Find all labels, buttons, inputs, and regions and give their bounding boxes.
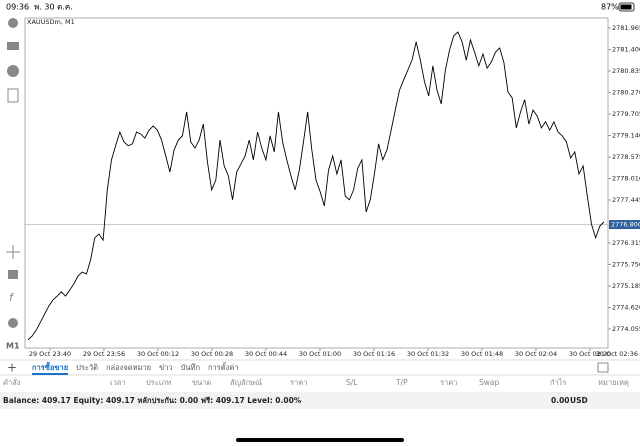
- x-tick-label: 30 Oct 01:48: [461, 350, 503, 358]
- x-tick-label: 30 Oct 02:04: [515, 350, 557, 358]
- column-header: ประเภท: [146, 378, 171, 387]
- new-order-icon[interactable]: [7, 88, 19, 103]
- battery-level: [620, 4, 632, 10]
- y-tick-label: 2774.620: [612, 303, 640, 311]
- function-icon[interactable]: f: [9, 291, 15, 304]
- current-price-box: [609, 220, 640, 230]
- x-tick-label: 30 Oct 00:12: [137, 350, 179, 358]
- tab[interactable]: บันทึก: [181, 363, 200, 372]
- column-header: ราคา: [290, 378, 307, 387]
- y-tick-label: 2778.575: [612, 153, 640, 161]
- tab[interactable]: ข่าว: [159, 363, 173, 372]
- x-tick-label: 30 Oct 01:00: [299, 350, 341, 358]
- status-time: 09:36: [6, 3, 29, 12]
- column-header: ขนาด: [192, 378, 211, 387]
- y-tick-label: 2780.270: [612, 89, 640, 97]
- trade-icon[interactable]: [7, 42, 19, 50]
- y-tick-label: 2781.965: [612, 24, 640, 32]
- plot-frame: [24, 17, 609, 349]
- x-tick-label: 30 Oct 02:20: [569, 350, 611, 358]
- balance-summary: Balance: 409.17 Equity: 409.17 หลักประกั…: [3, 396, 302, 405]
- account-icon[interactable]: [8, 18, 18, 28]
- column-header: ราคา: [440, 378, 457, 387]
- x-tick-label: 30 Oct 01:32: [407, 350, 449, 358]
- timeframe[interactable]: M1: [6, 342, 20, 351]
- price-line: [27, 31, 605, 341]
- y-tick-label: 2774.055: [612, 325, 640, 333]
- column-header: Swap: [479, 378, 499, 387]
- chat-icon[interactable]: [7, 65, 19, 77]
- column-header: คำสั่ง: [3, 377, 21, 387]
- indicator-icon[interactable]: [8, 270, 18, 279]
- x-tick-label: 30 Oct 00:28: [191, 350, 233, 358]
- y-tick-label: 2775.185: [612, 282, 640, 290]
- y-tick-label: 2775.750: [612, 260, 640, 268]
- x-tick-label: 30 Oct 00:44: [245, 350, 287, 358]
- battery-icon: [618, 2, 635, 12]
- tab-underline: [32, 373, 69, 375]
- balance-profit: 0.00: [551, 396, 570, 405]
- add-button[interactable]: +: [7, 361, 17, 375]
- status-battery: 87%: [601, 3, 619, 12]
- balance-currency: USD: [570, 396, 588, 405]
- column-header: กำไร: [550, 378, 567, 387]
- objects-icon[interactable]: [8, 318, 18, 328]
- symbol-label: XAUUSDm, M1: [27, 18, 75, 26]
- x-tick-label: 29 Oct 23:56: [83, 350, 125, 358]
- left-toolbar: f M1: [6, 18, 20, 351]
- x-tick-label: 30 Oct 02:36: [596, 350, 638, 358]
- tab[interactable]: กล่องจดหมาย: [106, 363, 151, 372]
- y-tick-label: 2779.705: [612, 110, 640, 118]
- x-tick-label: 30 Oct 01:16: [353, 350, 395, 358]
- y-tick-label: 2777.445: [612, 196, 640, 204]
- column-header: หมายเหตุ: [598, 378, 629, 387]
- column-header: สัญลักษณ์: [230, 378, 262, 387]
- y-tick-label: 2776.315: [612, 239, 640, 247]
- column-header: เวลา: [110, 378, 126, 387]
- y-tick-label: 2779.140: [612, 131, 640, 139]
- home-indicator: [236, 438, 404, 442]
- y-tick-label: 2780.835: [612, 67, 640, 75]
- y-tick-label: 2781.400: [612, 46, 640, 54]
- column-header: T/P: [395, 378, 408, 387]
- x-tick-label: 29 Oct 23:40: [29, 350, 71, 358]
- status-date: พ. 30 ต.ค.: [34, 3, 73, 12]
- tab[interactable]: การซื้อขาย: [32, 361, 68, 372]
- tab[interactable]: การตั้งค่า: [208, 362, 239, 372]
- crosshair-icon[interactable]: [6, 245, 20, 259]
- column-header: S/L: [346, 378, 358, 387]
- y-tick-label: 2778.010: [612, 174, 640, 182]
- layout-icon[interactable]: [597, 362, 609, 373]
- current-price-label: 2776.800: [611, 221, 640, 229]
- balance-row: [0, 392, 640, 409]
- tab[interactable]: ประวัติ: [76, 363, 98, 372]
